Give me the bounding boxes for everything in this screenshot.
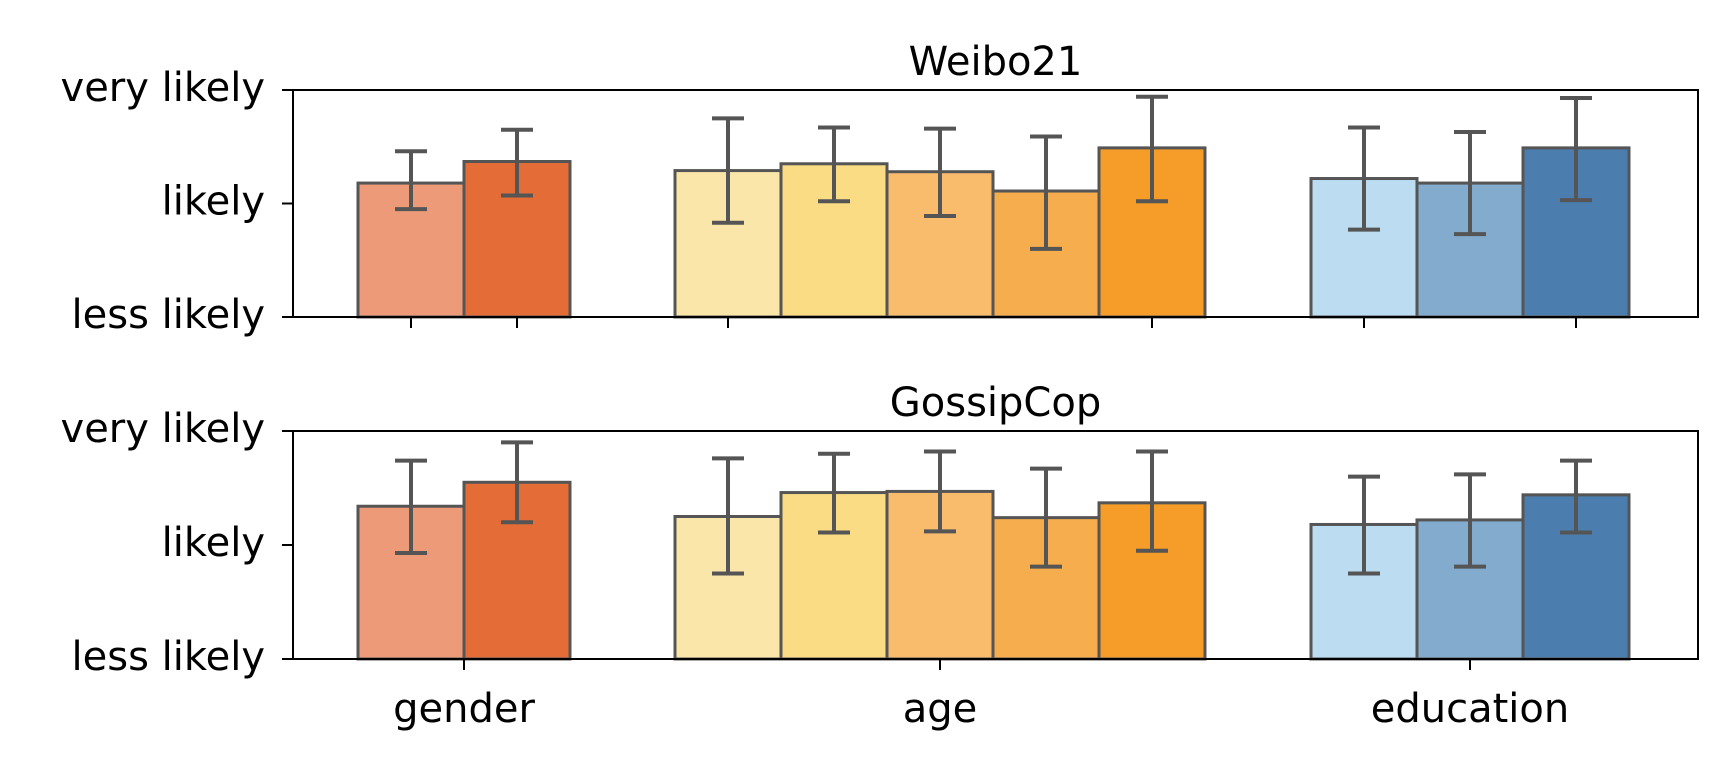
y-tick-label: likely [162, 520, 265, 566]
plot-frame [292, 430, 1699, 660]
y-tick-label: very likely [61, 406, 265, 452]
error-bar-gender-1 [501, 440, 533, 525]
error-bar-education-2 [1560, 95, 1592, 203]
error-bar-age-0 [712, 456, 744, 576]
x-tick-label-gender: gender [393, 686, 535, 732]
error-bar-education-0 [1348, 474, 1380, 576]
error-bar-education-1 [1454, 472, 1486, 569]
error-bar-education-2 [1560, 458, 1592, 535]
error-bar-age-4 [1136, 94, 1168, 204]
error-bar-age-2 [924, 126, 956, 218]
error-bar-age-1 [818, 125, 850, 204]
error-bar-gender-0 [395, 149, 427, 212]
chart-panel-0: Weibo21 less likely likely very likely [61, 39, 1699, 338]
error-bar-education-0 [1348, 125, 1380, 232]
error-bar-age-4 [1136, 449, 1168, 553]
x-tick-label-age: age [903, 686, 978, 732]
error-bar-gender-1 [501, 127, 533, 198]
y-tick-label: less likely [72, 292, 265, 338]
error-bar-age-3 [1030, 134, 1062, 251]
plot-frame [292, 89, 1699, 318]
chart-title: GossipCop [890, 380, 1101, 426]
error-bar-age-0 [712, 116, 744, 225]
error-bar-education-1 [1454, 129, 1486, 237]
y-tick-label: very likely [61, 65, 265, 111]
chart-title: Weibo21 [909, 39, 1083, 85]
error-bar-age-3 [1030, 466, 1062, 569]
error-bar-gender-0 [395, 458, 427, 555]
x-tick-label-education: education [1371, 686, 1569, 732]
y-tick-label: less likely [72, 634, 265, 680]
chart-panel-1: GossipCop less likely likely very likely gen… [61, 380, 1699, 732]
error-bar-age-2 [924, 449, 956, 534]
error-bar-age-1 [818, 451, 850, 535]
y-tick-label: likely [162, 179, 265, 225]
